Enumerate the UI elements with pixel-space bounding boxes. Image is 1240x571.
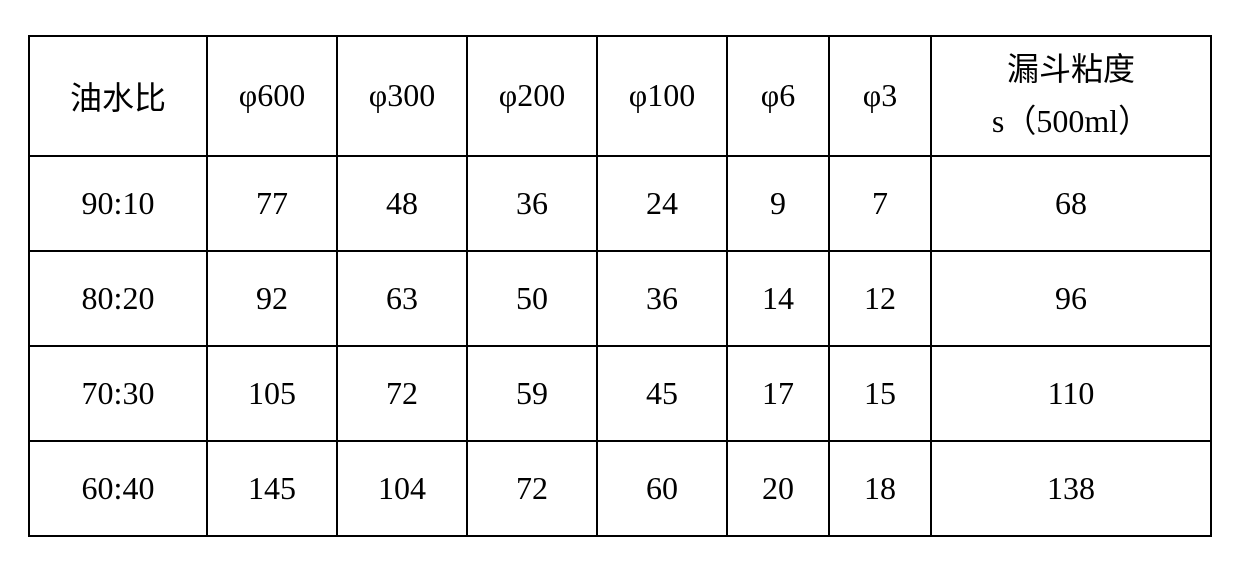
cell-value: 17	[727, 346, 829, 441]
cell-value: 20	[727, 441, 829, 536]
cell-value: 15	[829, 346, 931, 441]
cell-value: 104	[337, 441, 467, 536]
cell-value: 48	[337, 156, 467, 251]
cell-value: 45	[597, 346, 727, 441]
header-cell-ratio: 油水比	[29, 36, 207, 156]
cell-value: 50	[467, 251, 597, 346]
header-funnel-line1: 漏斗粘度	[1007, 51, 1135, 87]
header-funnel-line2: s（500ml）	[992, 103, 1150, 139]
cell-value: 36	[467, 156, 597, 251]
cell-value: 18	[829, 441, 931, 536]
cell-value: 72	[467, 441, 597, 536]
cell-value: 7	[829, 156, 931, 251]
cell-value: 24	[597, 156, 727, 251]
cell-value: 145	[207, 441, 337, 536]
cell-ratio: 90:10	[29, 156, 207, 251]
header-cell-phi6: φ6	[727, 36, 829, 156]
cell-value: 63	[337, 251, 467, 346]
header-cell-funnel-viscosity: 漏斗粘度 s（500ml）	[931, 36, 1211, 156]
header-cell-phi100: φ100	[597, 36, 727, 156]
header-cell-phi200: φ200	[467, 36, 597, 156]
cell-value: 9	[727, 156, 829, 251]
cell-value: 77	[207, 156, 337, 251]
cell-value: 68	[931, 156, 1211, 251]
cell-value: 96	[931, 251, 1211, 346]
cell-value: 12	[829, 251, 931, 346]
cell-value: 92	[207, 251, 337, 346]
cell-value: 36	[597, 251, 727, 346]
header-row: 油水比 φ600 φ300 φ200 φ100 φ6 φ3 漏斗粘度 s（500…	[29, 36, 1211, 156]
cell-ratio: 70:30	[29, 346, 207, 441]
cell-value: 138	[931, 441, 1211, 536]
header-cell-phi600: φ600	[207, 36, 337, 156]
viscosity-table: 油水比 φ600 φ300 φ200 φ100 φ6 φ3 漏斗粘度 s（500…	[28, 35, 1212, 537]
cell-value: 59	[467, 346, 597, 441]
table-row: 60:40 145 104 72 60 20 18 138	[29, 441, 1211, 536]
cell-value: 72	[337, 346, 467, 441]
cell-ratio: 80:20	[29, 251, 207, 346]
table-body: 90:10 77 48 36 24 9 7 68 80:20 92 63 50 …	[29, 156, 1211, 536]
cell-value: 14	[727, 251, 829, 346]
cell-ratio: 60:40	[29, 441, 207, 536]
header-cell-phi300: φ300	[337, 36, 467, 156]
cell-value: 105	[207, 346, 337, 441]
table-row: 90:10 77 48 36 24 9 7 68	[29, 156, 1211, 251]
table-row: 70:30 105 72 59 45 17 15 110	[29, 346, 1211, 441]
table-row: 80:20 92 63 50 36 14 12 96	[29, 251, 1211, 346]
header-cell-phi3: φ3	[829, 36, 931, 156]
table-header: 油水比 φ600 φ300 φ200 φ100 φ6 φ3 漏斗粘度 s（500…	[29, 36, 1211, 156]
cell-value: 110	[931, 346, 1211, 441]
cell-value: 60	[597, 441, 727, 536]
